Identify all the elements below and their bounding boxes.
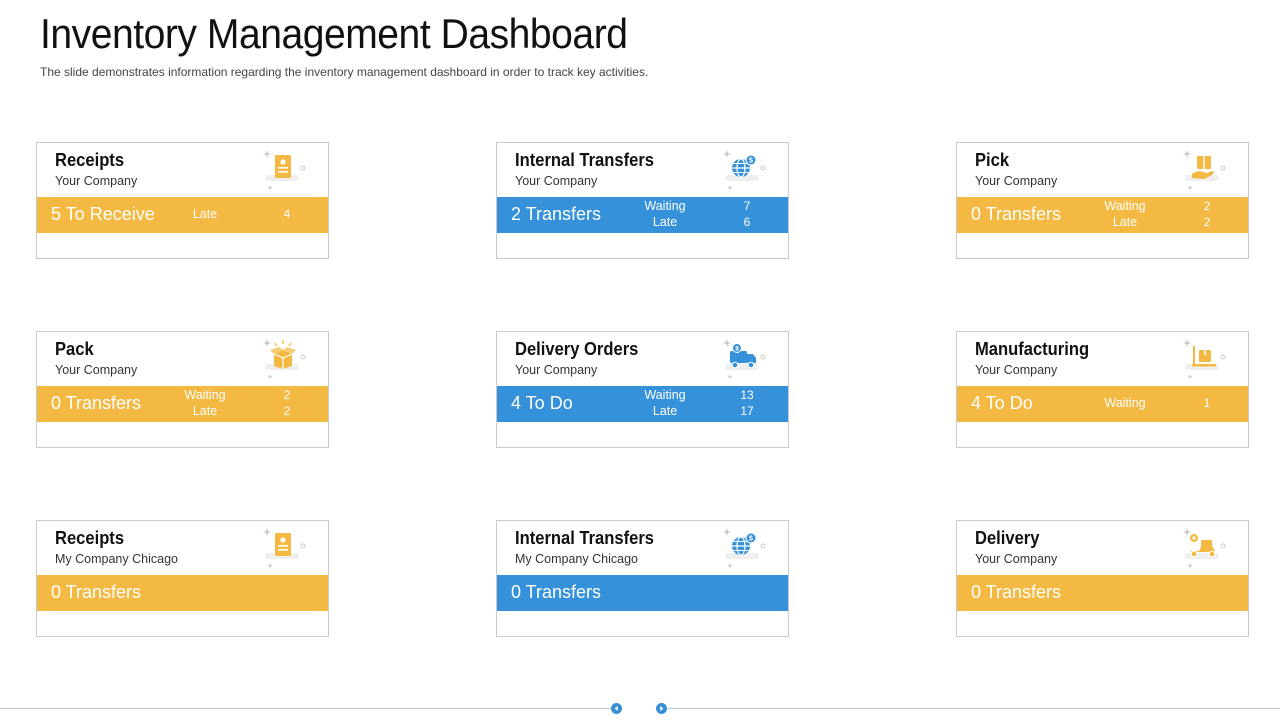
card-subtitle: Your Company bbox=[975, 174, 1058, 188]
nav-divider-left bbox=[0, 708, 611, 709]
hand-box-icon bbox=[1182, 147, 1228, 191]
svg-text:$: $ bbox=[749, 536, 753, 543]
svg-text:$: $ bbox=[749, 158, 753, 165]
card-subtitle: Your Company bbox=[55, 174, 138, 188]
card-title: Delivery Orders bbox=[515, 339, 639, 359]
prev-arrow-icon[interactable] bbox=[611, 703, 622, 714]
card-title: Internal Transfers bbox=[515, 528, 654, 548]
receipt-icon bbox=[262, 525, 308, 569]
status-count: 0 Transfers bbox=[971, 582, 1062, 602]
conveyor-box-icon bbox=[1182, 336, 1228, 380]
status-bar[interactable]: 2 Transfers Waiting Late 7 6 bbox=[497, 197, 788, 233]
card-title: Receipts bbox=[55, 150, 125, 170]
card-title: Manufacturing bbox=[975, 339, 1090, 359]
dashboard-card-internal-transfers[interactable]: Internal Transfers My Company Chicago $0 T… bbox=[496, 520, 789, 637]
status-value: 6 bbox=[743, 215, 751, 229]
dashboard-card-delivery[interactable]: Delivery Your Company 0 Transfers bbox=[956, 520, 1249, 637]
status-bar[interactable]: 0 Transfers Waiting Late 2 2 bbox=[37, 386, 328, 422]
status-bar[interactable]: 0 Transfers bbox=[957, 575, 1248, 611]
status-value: 2 bbox=[1203, 199, 1211, 213]
status-bar[interactable]: 4 To Do Waiting 1 bbox=[957, 386, 1248, 422]
status-value: 17 bbox=[740, 404, 754, 418]
status-count: 0 Transfers bbox=[511, 582, 602, 602]
card-title: Pack bbox=[55, 339, 94, 359]
dashboard-card-receipts[interactable]: Receipts Your Company 5 To Receive Late 4 bbox=[36, 142, 329, 259]
status-count: 0 Transfers bbox=[51, 393, 142, 413]
status-value: 7 bbox=[743, 199, 751, 213]
nav-divider-right bbox=[668, 708, 1280, 709]
status-label: Waiting bbox=[644, 388, 686, 402]
card-subtitle: Your Company bbox=[515, 174, 598, 188]
delivery-truck-icon: $ bbox=[722, 336, 768, 380]
card-subtitle: Your Company bbox=[55, 363, 138, 377]
next-arrow-icon[interactable] bbox=[656, 703, 667, 714]
status-label: Late bbox=[652, 215, 678, 229]
status-count: 4 To Do bbox=[971, 393, 1033, 413]
open-box-icon bbox=[262, 336, 308, 380]
status-bar[interactable]: 5 To Receive Late 4 bbox=[37, 197, 328, 233]
globe-dollar-icon: $ bbox=[722, 147, 768, 191]
card-title: Delivery bbox=[975, 528, 1040, 548]
status-label: Waiting bbox=[644, 199, 686, 213]
status-bar[interactable]: 0 Transfers bbox=[497, 575, 788, 611]
status-bar[interactable]: 0 Transfers bbox=[37, 575, 328, 611]
status-value: 2 bbox=[283, 388, 291, 402]
status-count: 2 Transfers bbox=[511, 204, 602, 224]
delivery-scooter-icon bbox=[1182, 525, 1228, 569]
card-subtitle: Your Company bbox=[975, 552, 1058, 566]
status-label: Late bbox=[1112, 215, 1138, 229]
status-value: 2 bbox=[283, 404, 291, 418]
status-value: 2 bbox=[1203, 215, 1211, 229]
status-label: Waiting bbox=[1104, 396, 1146, 410]
svg-text:$: $ bbox=[735, 346, 739, 353]
dashboard-card-pick[interactable]: Pick Your Company 0 Transfers Waiting Late 2 2 bbox=[956, 142, 1249, 259]
receipt-icon bbox=[262, 147, 308, 191]
status-label: Late bbox=[192, 207, 218, 221]
card-title: Pick bbox=[975, 150, 1010, 170]
status-label: Waiting bbox=[184, 388, 226, 402]
status-count: 4 To Do bbox=[511, 393, 573, 413]
status-count: 0 Transfers bbox=[971, 204, 1062, 224]
card-subtitle: My Company Chicago bbox=[55, 552, 178, 566]
card-subtitle: Your Company bbox=[515, 363, 598, 377]
card-subtitle: Your Company bbox=[975, 363, 1058, 377]
card-title: Internal Transfers bbox=[515, 150, 654, 170]
status-value: 13 bbox=[740, 388, 754, 402]
page-title: Inventory Management Dashboard bbox=[40, 10, 628, 57]
status-value: 4 bbox=[283, 207, 291, 221]
dashboard-card-receipts[interactable]: Receipts My Company Chicago 0 Transfers bbox=[36, 520, 329, 637]
status-bar[interactable]: 4 To Do Waiting Late 13 17 bbox=[497, 386, 788, 422]
status-count: 0 Transfers bbox=[51, 582, 142, 602]
dashboard-card-manufacturing[interactable]: Manufacturing Your Company 4 To Do Waiting 1 bbox=[956, 331, 1249, 448]
page-subtitle: The slide demonstrates information regar… bbox=[40, 65, 649, 79]
status-count: 5 To Receive bbox=[51, 204, 155, 224]
status-bar[interactable]: 0 Transfers Waiting Late 2 2 bbox=[957, 197, 1248, 233]
dashboard-card-pack[interactable]: Pack Your Company 0 Transfers Waiting Late 2 2 bbox=[36, 331, 329, 448]
card-title: Receipts bbox=[55, 528, 125, 548]
globe-dollar-icon: $ bbox=[722, 525, 768, 569]
status-label: Late bbox=[652, 404, 678, 418]
dashboard-card-delivery-orders[interactable]: Delivery Orders Your Company $4 To Do Waiti… bbox=[496, 331, 789, 448]
dashboard-card-internal-transfers[interactable]: Internal Transfers Your Company $2 Transfe… bbox=[496, 142, 789, 259]
status-label: Late bbox=[192, 404, 218, 418]
status-label: Waiting bbox=[1104, 199, 1146, 213]
status-value: 1 bbox=[1203, 396, 1211, 410]
card-subtitle: My Company Chicago bbox=[515, 552, 638, 566]
